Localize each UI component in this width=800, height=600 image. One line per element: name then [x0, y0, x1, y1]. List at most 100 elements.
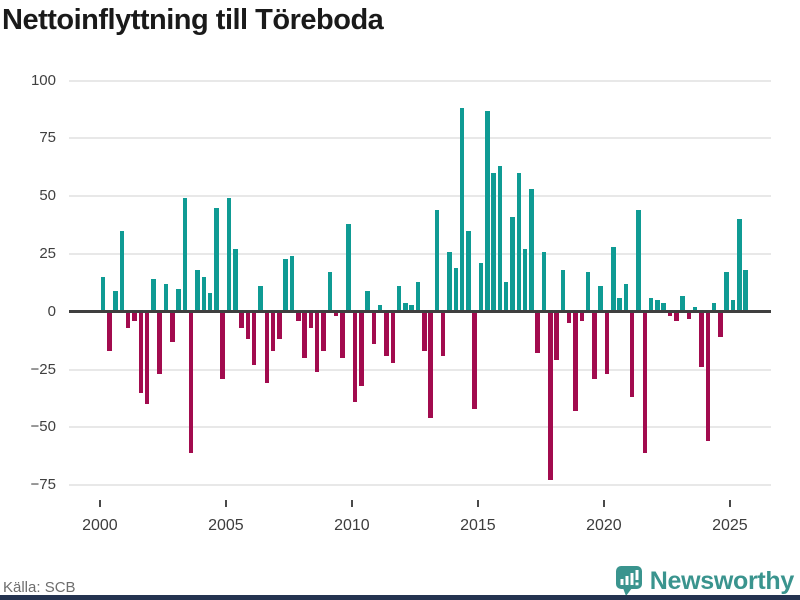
bar-positive: [396, 286, 402, 312]
bar-negative: [384, 311, 389, 356]
gridline: [69, 252, 771, 255]
bar-positive: [611, 247, 616, 312]
x-tick-mark: [476, 500, 479, 507]
bar-positive: [522, 249, 528, 312]
bar-negative: [472, 311, 477, 409]
bar-positive: [365, 290, 370, 312]
bar-negative: [220, 311, 225, 379]
bar-negative: [296, 311, 301, 321]
brand-logo: Newsworthy: [615, 565, 794, 597]
bar-positive: [434, 210, 440, 312]
bar-negative: [705, 311, 711, 442]
bar-positive: [214, 207, 219, 312]
y-tick-label: −50: [30, 418, 56, 436]
bar-positive: [195, 270, 200, 312]
chart-title: Nettoinflyttning till Töreboda: [2, 4, 384, 36]
bar-positive: [655, 300, 660, 312]
x-tick-label: 2015: [460, 517, 496, 534]
bar-negative: [422, 311, 427, 351]
bar-negative: [308, 311, 314, 328]
bar-negative: [579, 311, 585, 321]
bar-negative: [629, 311, 635, 398]
bar-positive: [598, 286, 603, 312]
bar-positive: [459, 108, 465, 312]
bar-negative: [352, 311, 358, 402]
bar-negative: [277, 311, 282, 340]
bar-positive: [283, 258, 288, 312]
y-tick-label: −75: [30, 476, 56, 494]
bar-positive: [692, 307, 698, 312]
bar-positive: [151, 279, 156, 312]
bar-positive: [737, 219, 742, 312]
bar-negative: [138, 311, 144, 393]
bar-negative: [144, 311, 150, 405]
bar-positive: [478, 263, 484, 312]
x-tick-mark: [224, 500, 227, 507]
bar-positive: [119, 230, 125, 312]
bar-negative: [245, 311, 251, 340]
bar-negative: [428, 311, 433, 419]
bar-positive: [113, 290, 118, 312]
y-tick-label: −25: [30, 360, 56, 378]
bar-positive: [648, 297, 654, 312]
bar-negative: [188, 311, 194, 453]
bar-positive: [497, 166, 503, 312]
bar-negative: [270, 311, 276, 351]
bar-negative: [239, 311, 244, 328]
bar-positive: [327, 272, 333, 312]
brand-name: Newsworthy: [649, 566, 795, 595]
bar-positive: [529, 189, 534, 312]
bar-negative: [107, 311, 112, 351]
gridline: [69, 484, 771, 487]
x-tick-label: 2000: [82, 517, 118, 534]
x-tick-label: 2025: [712, 517, 748, 534]
bar-negative: [340, 311, 345, 358]
bar-positive: [226, 198, 232, 312]
bar-positive: [661, 302, 666, 312]
gridline: [69, 137, 771, 140]
bar-positive: [453, 267, 459, 312]
bar-positive: [233, 249, 238, 312]
bar-negative: [251, 311, 257, 365]
bar-negative: [132, 311, 137, 321]
bar-positive: [503, 281, 509, 312]
x-tick-mark: [728, 500, 731, 507]
bar-negative: [592, 311, 597, 379]
y-tick-label: 100: [30, 71, 56, 89]
x-tick-mark: [350, 500, 353, 507]
bar-negative: [535, 311, 540, 354]
bar-positive: [680, 295, 685, 312]
bar-negative: [554, 311, 559, 361]
x-tick-mark: [602, 500, 605, 507]
bar-positive: [201, 277, 207, 312]
bar-negative: [642, 311, 648, 453]
bar-positive: [447, 251, 452, 312]
bar-positive: [182, 198, 188, 312]
newsworthy-logo-icon: [615, 565, 643, 597]
bar-positive: [289, 256, 295, 312]
x-tick-mark: [98, 500, 101, 507]
bar-positive: [485, 110, 490, 312]
bar-negative: [440, 311, 446, 356]
zero-axis-line: [69, 310, 771, 314]
y-tick-label: 75: [39, 129, 56, 147]
bar-negative: [264, 311, 270, 384]
bar-negative: [333, 311, 339, 317]
bar-negative: [718, 311, 723, 338]
bar-positive: [491, 173, 496, 312]
bar-positive: [100, 277, 106, 312]
bar-positive: [377, 304, 383, 312]
source-note: Källa: SCB: [3, 579, 76, 596]
bar-positive: [724, 272, 729, 312]
bar-positive: [623, 284, 629, 312]
bar-negative: [667, 311, 673, 317]
bar-positive: [516, 173, 522, 312]
bar-negative: [359, 311, 364, 386]
bar-negative: [548, 311, 553, 481]
bar-negative: [566, 311, 572, 324]
y-tick-label: 25: [39, 244, 56, 262]
bar-negative: [686, 311, 692, 319]
bar-negative: [157, 311, 162, 375]
gridline: [69, 368, 771, 371]
